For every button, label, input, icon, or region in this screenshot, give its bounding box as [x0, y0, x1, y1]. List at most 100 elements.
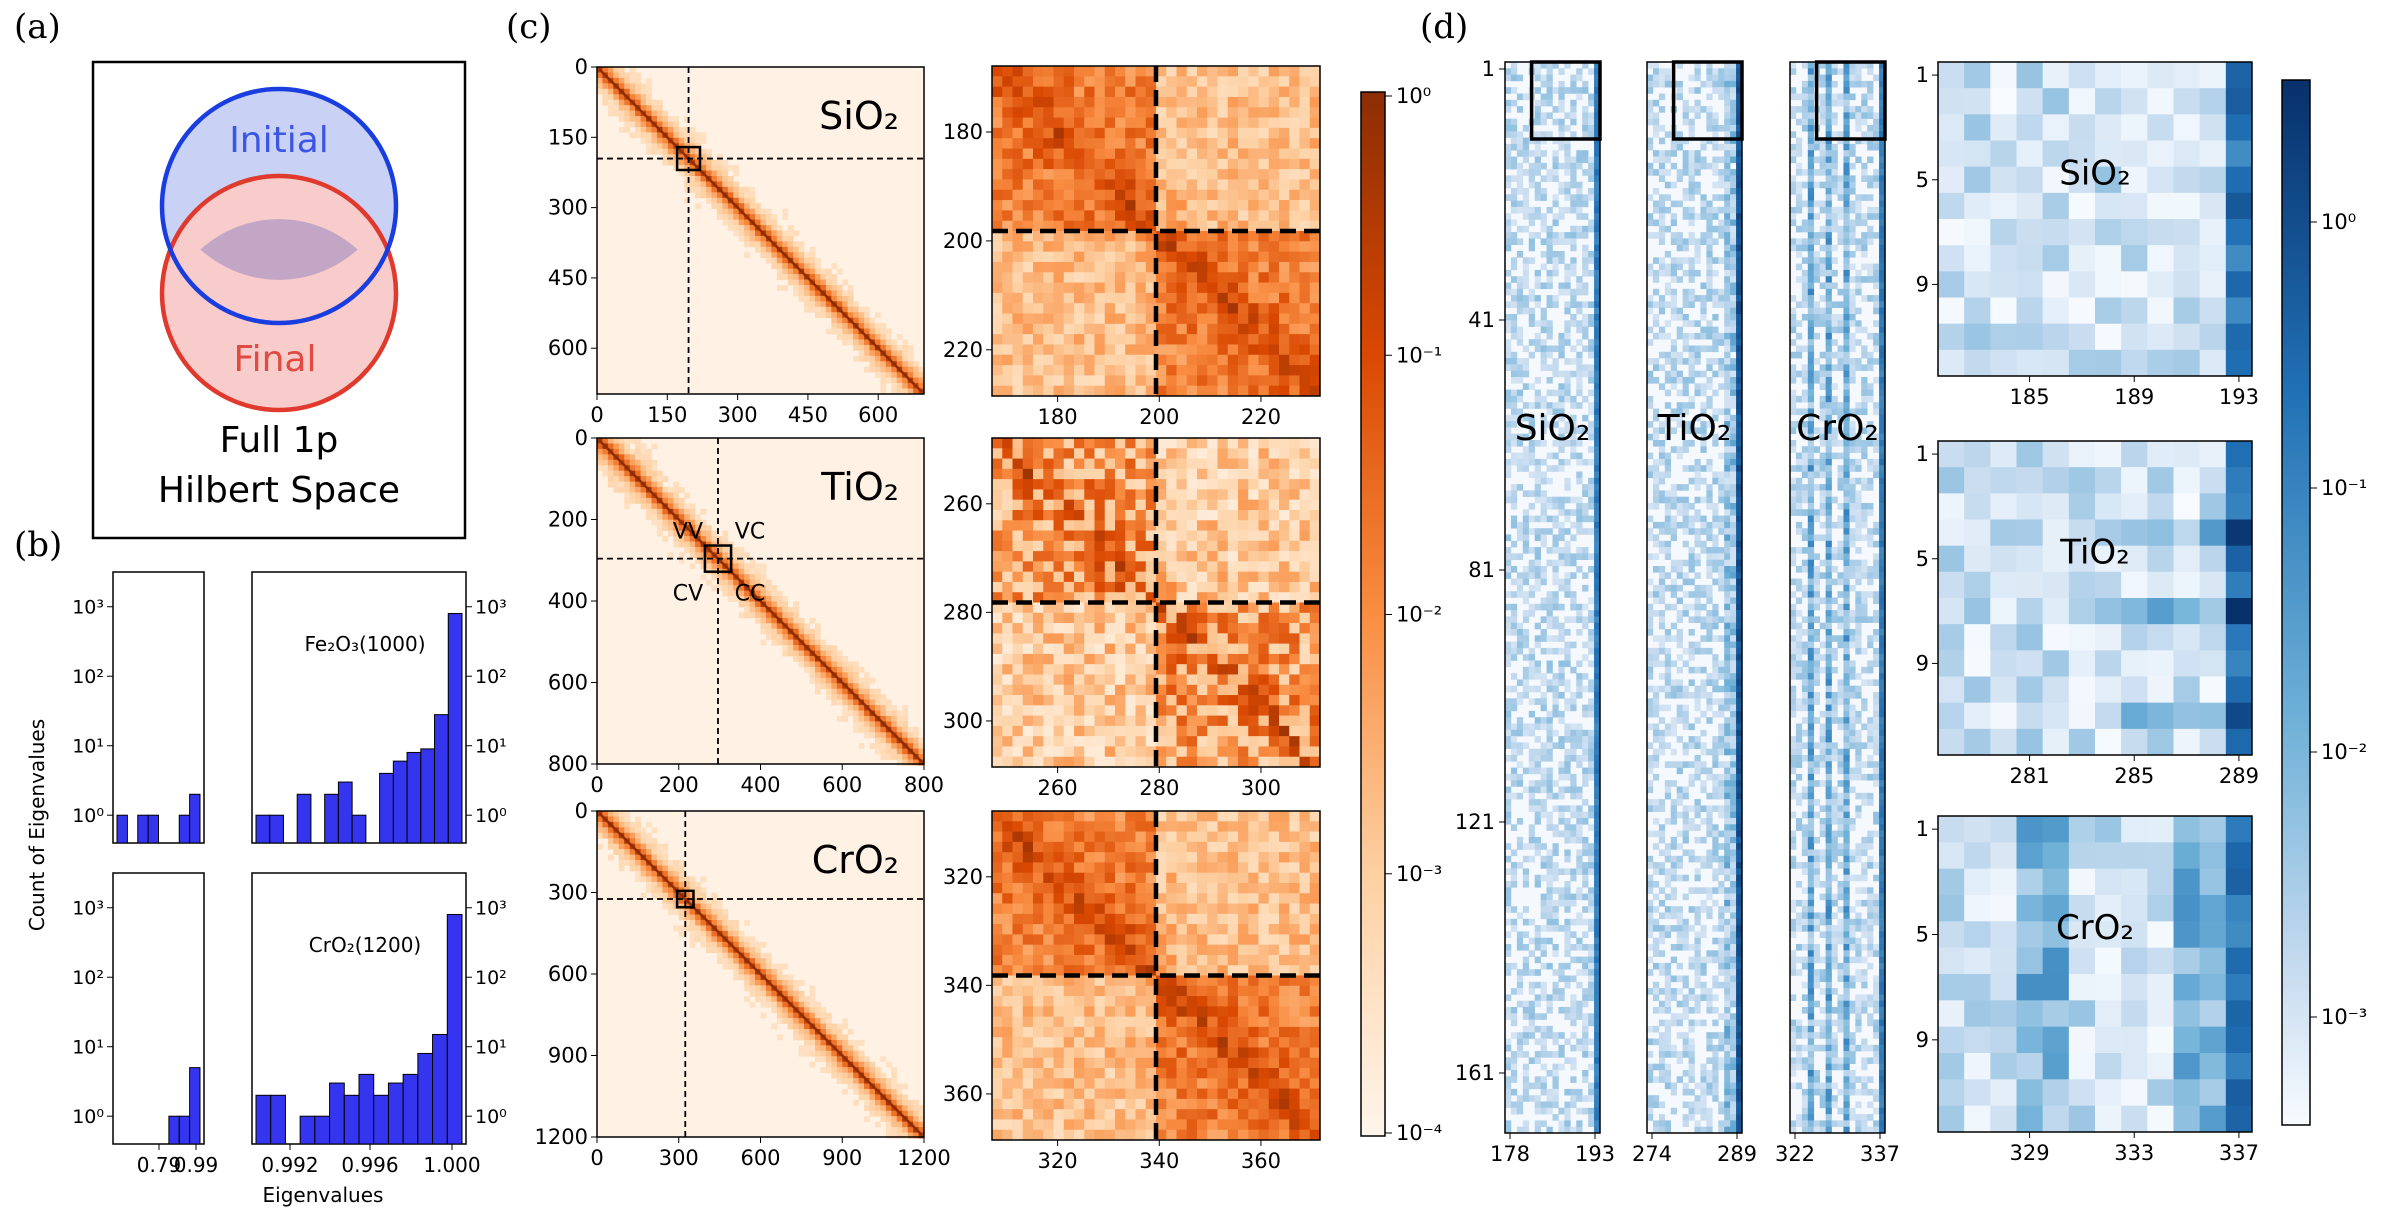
- zoom-cell: [1053, 965, 1065, 976]
- matrix-cell: [858, 743, 865, 750]
- zoom-cell: [1033, 334, 1044, 345]
- zoom-cell: [1145, 841, 1157, 853]
- zoom-cell: [1135, 66, 1147, 77]
- zoom-cell: [1012, 996, 1024, 1007]
- matrix-cell: [918, 383, 925, 389]
- zoom-cell: [1279, 903, 1290, 915]
- zoom-cell: [1207, 117, 1218, 129]
- zoom-cell: [1033, 551, 1044, 562]
- zoom-cell: [1053, 96, 1065, 108]
- matrix-cell: [858, 1083, 865, 1090]
- zoom-cell: [1227, 684, 1239, 696]
- zoom-cell: [1012, 623, 1024, 634]
- zoom-cell: [1186, 913, 1198, 925]
- matrix-cell: [787, 279, 794, 286]
- matrix-cell: [885, 721, 892, 728]
- zoom-cell: [1043, 189, 1054, 201]
- zoom-cell: [1186, 96, 1198, 108]
- zoom-cell: [1002, 303, 1013, 314]
- matrix-cell: [831, 274, 838, 280]
- zoom-cell: [1022, 1078, 1034, 1089]
- hist-ytick-label: 10¹: [72, 1037, 104, 1059]
- zoom-cell: [1248, 592, 1259, 603]
- matrix-cell: [646, 110, 652, 117]
- zoom-cell: [1279, 241, 1290, 253]
- zoom-cell: [1022, 653, 1034, 665]
- matrix-cell: [815, 257, 821, 264]
- zoom-cell: [1033, 489, 1044, 501]
- matrix-cell: [602, 83, 609, 90]
- matrix-cell: [907, 1105, 914, 1112]
- matrix-cell: [744, 241, 750, 248]
- matrix-cell: [842, 672, 849, 679]
- zoom-cell: [1217, 862, 1229, 874]
- matrix-cell: [831, 328, 838, 335]
- matrix-cell: [695, 547, 701, 553]
- zoom-cell: [1104, 354, 1116, 366]
- zoom-cell: [1033, 633, 1044, 645]
- zoom-cell: [1258, 241, 1270, 253]
- zoom-cell: [1022, 985, 1034, 997]
- matrix-cell: [716, 159, 723, 166]
- zoom-cell: [1207, 107, 1218, 118]
- zoom-cell: [1289, 602, 1300, 614]
- zoom-cell: [1012, 479, 1024, 490]
- zoom-cell: [1258, 127, 1270, 139]
- zoom-cell: [1043, 354, 1054, 366]
- matrix-cell: [695, 148, 701, 155]
- matrix-cell: [711, 197, 718, 204]
- matrix-cell: [776, 969, 783, 975]
- zoom-cell: [1115, 458, 1126, 470]
- zoom-cell: [1279, 76, 1290, 88]
- zoom-cell: [1227, 944, 1239, 956]
- matrix-cell: [825, 306, 832, 313]
- zoom-cell: [1197, 375, 1208, 387]
- matrix-cell: [635, 443, 641, 450]
- zoom-cell: [1176, 965, 1188, 976]
- matrix-cell: [885, 1061, 892, 1068]
- zoom-cell: [1217, 385, 1229, 397]
- matrix-cell: [896, 1127, 903, 1133]
- zoom-cell: [1074, 530, 1085, 542]
- zoom-cell: [1125, 251, 1136, 263]
- zoom-cell: [1217, 76, 1229, 88]
- matrix-cell: [815, 666, 821, 673]
- zoom-cell: [1094, 138, 1106, 149]
- zoom-cell: [1063, 705, 1075, 716]
- zoom-cell: [1104, 985, 1116, 997]
- matrix-cell: [809, 268, 816, 275]
- zoom-cell: [1268, 1057, 1280, 1069]
- zoom-cell: [1135, 448, 1147, 459]
- zoom-cell: [1053, 934, 1065, 946]
- matrix-cell: [836, 715, 843, 722]
- matrix-cell: [765, 241, 772, 248]
- zoom-cell: [1176, 292, 1188, 304]
- zoom-cell: [1279, 117, 1290, 129]
- matrix-cell: [874, 372, 881, 379]
- zoom-cell: [992, 189, 1003, 201]
- zoom-cell: [1033, 313, 1044, 325]
- matrix-cell: [885, 737, 892, 744]
- matrix-cell: [793, 1012, 800, 1019]
- zoom-cell: [1084, 458, 1095, 470]
- matrix-cell: [793, 290, 800, 297]
- zoom-cell: [1135, 903, 1147, 915]
- matrix-cell: [656, 843, 663, 850]
- zoom-cell: [1186, 1026, 1198, 1038]
- matrix-cell: [646, 876, 652, 883]
- zoom-cell: [992, 602, 1003, 614]
- matrix-cell: [618, 865, 625, 872]
- zoom-cell: [1238, 643, 1249, 655]
- zoom-cell: [1074, 705, 1085, 716]
- zoom-cell: [1186, 313, 1198, 325]
- matrix-cell: [842, 1078, 849, 1084]
- matrix-cell: [885, 334, 892, 340]
- matrix-cell: [646, 121, 652, 128]
- matrix-cell: [651, 854, 658, 861]
- matrix-cell: [787, 1012, 794, 1019]
- zoom-cell: [1094, 746, 1106, 758]
- matrix-cell: [836, 1072, 843, 1079]
- zoom-cell: [1043, 852, 1054, 863]
- zoom-cell: [1176, 179, 1188, 191]
- matrix-cell: [782, 230, 789, 237]
